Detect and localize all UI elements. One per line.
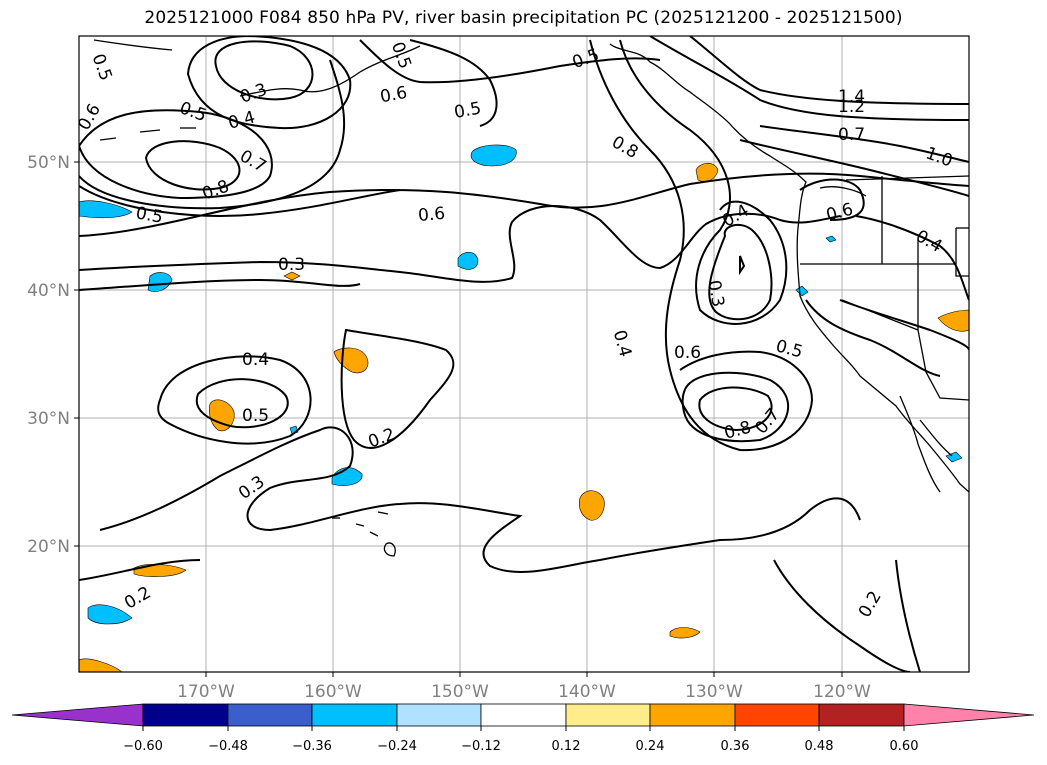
colorbar-tick-label: −0.60 xyxy=(123,739,163,754)
precip-blob-pos xyxy=(79,658,123,672)
precip-blob-pos xyxy=(669,627,701,639)
precip-blob-pos xyxy=(283,271,301,281)
contour-label: 0.6 xyxy=(674,343,701,363)
lat-labels: 50°N 40°N 30°N 20°N xyxy=(27,153,70,557)
lon-label: 160°W xyxy=(304,682,362,702)
colorbar-tick-label: 0.60 xyxy=(890,739,919,754)
lon-label: 150°W xyxy=(431,682,489,702)
lon-label: 140°W xyxy=(558,682,616,702)
colorbar-swatch xyxy=(818,703,905,727)
colorbar-swatch xyxy=(142,703,229,727)
lon-label: 120°W xyxy=(813,682,871,702)
colorbar-tick-label: −0.36 xyxy=(292,739,332,754)
colorbar-swatch xyxy=(11,703,144,727)
contour-label: 1.4 xyxy=(838,87,865,107)
precip-blob-neg xyxy=(825,235,837,243)
map-area xyxy=(79,36,969,672)
lon-label: 130°W xyxy=(685,682,743,702)
precip-blob-pos xyxy=(133,564,187,577)
colorbar-swatch xyxy=(903,703,1035,727)
pv-contours xyxy=(79,36,969,672)
colorbar-tick-label: 0.48 xyxy=(805,739,834,754)
colorbar-swatch xyxy=(480,703,567,727)
colorbar-tick-label: 0.36 xyxy=(721,739,750,754)
lat-label: 20°N xyxy=(27,537,70,557)
precip-blob-neg xyxy=(147,272,173,292)
precip-blobs xyxy=(79,144,969,672)
colorbar-tick-label: −0.12 xyxy=(461,739,501,754)
precip-blob-neg xyxy=(87,604,133,625)
lat-label: 40°N xyxy=(27,281,70,301)
precip-blob-pos xyxy=(937,309,969,332)
colorbar-tick-label: −0.48 xyxy=(208,739,248,754)
colorbar-tick-label: −0.24 xyxy=(377,739,417,754)
colorbar-swatch xyxy=(734,703,820,727)
contour-label: 0.5 xyxy=(453,99,483,123)
colorbar-swatch xyxy=(396,703,482,727)
contour-label: 0.6 xyxy=(379,83,409,107)
contour-label: 0.5 xyxy=(242,406,269,426)
colorbar-swatch xyxy=(311,703,398,727)
colorbar-tick-label: 0.24 xyxy=(636,739,665,754)
precip-blob-neg xyxy=(470,144,517,167)
contour-label: 0.7 xyxy=(838,125,865,145)
contour-label: 0.4 xyxy=(242,350,269,370)
coastlines xyxy=(93,39,969,557)
map-border xyxy=(78,35,970,673)
contour-label: 0.6 xyxy=(417,204,446,226)
colorbar-swatch xyxy=(565,703,651,727)
colorbar-ticks xyxy=(142,726,905,731)
contour-label: 0.3 xyxy=(703,279,727,309)
contour-label: 0.5 xyxy=(134,203,164,227)
colorbar-tick-labels: −0.60 −0.48 −0.36 −0.24 −0.12 0.12 0.24 … xyxy=(123,739,918,754)
lat-label: 30°N xyxy=(27,409,70,429)
figure-title: 2025121000 F084 850 hPa PV, river basin … xyxy=(144,8,903,28)
colorbar-swatch xyxy=(649,703,736,727)
colorbar-swatch xyxy=(227,703,313,727)
axis-ticks xyxy=(74,161,843,677)
colorbar xyxy=(11,703,1035,727)
contour-label: 1.2 xyxy=(838,97,865,117)
colorbar-tick-label: 0.12 xyxy=(552,739,581,754)
precip-blob-neg xyxy=(457,251,479,270)
precip-blob-pos xyxy=(579,490,605,521)
lon-labels: 170°W 160°W 150°W 140°W 130°W 120°W xyxy=(177,682,871,702)
precip-blob-neg xyxy=(79,200,133,219)
contour-label: 0.3 xyxy=(278,255,305,275)
lon-label: 170°W xyxy=(177,682,235,702)
lat-label: 50°N xyxy=(27,153,70,173)
